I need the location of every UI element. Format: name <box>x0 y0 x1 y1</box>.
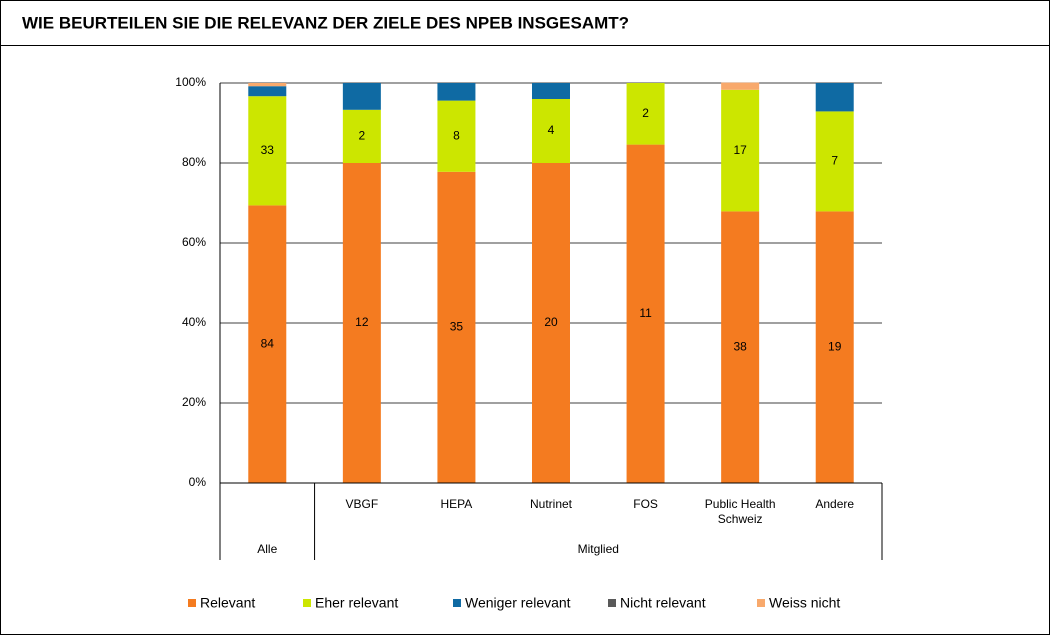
x-tick-label: Nutrinet <box>530 497 573 511</box>
data-label: 4 <box>548 123 555 137</box>
legend-swatch <box>453 599 461 607</box>
bar-segment <box>437 100 476 172</box>
data-label: 12 <box>355 315 369 329</box>
bar-segment <box>626 144 665 483</box>
data-label: 33 <box>261 143 275 157</box>
group-label: Mitglied <box>578 542 619 556</box>
group-label: Alle <box>257 542 277 556</box>
y-tick-label: 100% <box>175 75 206 89</box>
x-tick-label: HEPA <box>441 497 473 511</box>
chart-title: WIE BEURTEILEN SIE DIE RELEVANZ DER ZIEL… <box>22 13 629 32</box>
data-label: 84 <box>261 336 275 350</box>
legend-swatch <box>188 599 196 607</box>
data-label: 8 <box>453 128 460 142</box>
x-tick-label: Public Health Schweiz <box>705 497 776 526</box>
x-tick-label-line: HEPA <box>441 497 473 511</box>
data-label: 17 <box>733 143 747 157</box>
y-tick-label: 60% <box>182 235 206 249</box>
bar-segment <box>437 83 476 101</box>
bar-segment <box>437 171 476 484</box>
x-tick-label-line: VBGF <box>346 497 379 511</box>
bar-segment <box>248 83 287 87</box>
legend-label: Weiss nicht <box>769 595 840 611</box>
bar-segment <box>532 99 570 163</box>
legend-label: Relevant <box>200 595 255 611</box>
bar-segment <box>815 83 854 112</box>
x-tick-label: FOS <box>633 497 658 511</box>
bar-segment <box>342 163 381 483</box>
x-tick-label-line: FOS <box>633 497 658 511</box>
bar-segment <box>248 205 287 483</box>
data-label: 19 <box>828 339 842 353</box>
bar-segment <box>532 163 570 483</box>
y-tick-label: 0% <box>189 475 207 489</box>
y-tick-label: 40% <box>182 315 206 329</box>
bar-segment <box>248 86 287 97</box>
bar-segment <box>342 109 381 163</box>
data-label: 2 <box>642 106 649 120</box>
x-tick-label-line: Nutrinet <box>530 497 573 511</box>
legend-swatch <box>303 599 311 607</box>
legend-label: Weniger relevant <box>465 595 571 611</box>
legend-swatch <box>608 599 616 607</box>
x-tick-label: VBGF <box>346 497 379 511</box>
bar-segment <box>721 89 760 212</box>
y-tick-label: 80% <box>182 155 206 169</box>
bar-segment <box>815 111 854 212</box>
data-label: 2 <box>359 129 366 143</box>
data-label: 20 <box>544 315 558 329</box>
x-tick-label-line: Public Health <box>705 497 776 511</box>
data-label: 11 <box>639 306 652 320</box>
bar-segment <box>626 83 665 145</box>
x-tick-label-line: Andere <box>815 497 854 511</box>
bar-segment <box>721 211 760 483</box>
x-tick-label: Andere <box>815 497 854 511</box>
bar-segment <box>342 83 381 110</box>
x-tick-label-line: Schweiz <box>718 512 763 526</box>
legend-swatch <box>757 599 765 607</box>
bar-segment <box>248 96 287 206</box>
legend-label: Nicht relevant <box>620 595 706 611</box>
y-tick-label: 20% <box>182 395 206 409</box>
data-label: 35 <box>450 320 464 334</box>
bar-segment <box>532 83 570 99</box>
data-label: 7 <box>831 154 838 168</box>
bar-segment <box>721 82 760 90</box>
bar-segment <box>815 211 854 483</box>
legend-label: Eher relevant <box>315 595 398 611</box>
data-label: 38 <box>733 339 747 353</box>
